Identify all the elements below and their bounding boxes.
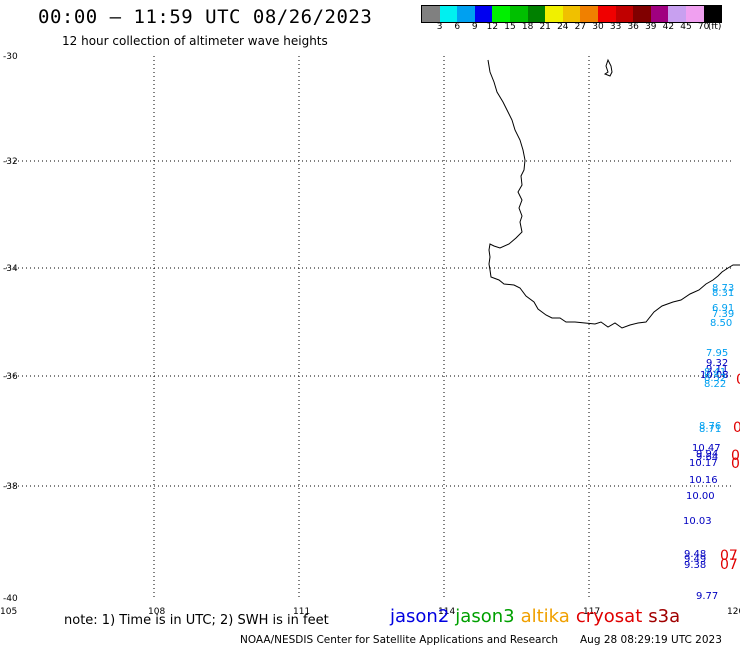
colorbar-label: 18 [521, 22, 534, 32]
wave-height-label: 9.32 [706, 358, 728, 369]
colorbar-swatch [615, 6, 634, 22]
colorbar-swatch [422, 6, 440, 22]
wave-height-label: 10.16 [689, 475, 718, 486]
colorbar-label: 3 [436, 22, 443, 32]
colorbar-labels: 3 6 9 12 15 18 21 24 27 30 33 36 39 42 45 70 (ft) [421, 22, 740, 34]
legend-altika: altika [520, 606, 570, 627]
latitude-tick-label: -34 [3, 264, 18, 274]
wave-height-label: 0 [731, 448, 740, 464]
wave-height-label: 6.91 [712, 303, 734, 314]
colorbar-label: 24 [557, 22, 569, 32]
wave-height-label: 9.11 [706, 364, 728, 375]
wave-height-label: 10.17 [689, 458, 718, 469]
map-title: 00:00 – 11:59 UTC 08/26/2023 [38, 6, 373, 28]
wave-height-label: 7.39 [712, 309, 734, 320]
colorbar-label: 70 [697, 22, 710, 32]
wave-height-label: 8.22 [704, 379, 726, 390]
colorbar-label: 39 [645, 22, 657, 32]
colorbar-label: 30 [592, 22, 604, 32]
colorbar-swatch [685, 6, 704, 22]
colorbar-swatch [439, 6, 458, 22]
wave-height-label: 0 [731, 456, 740, 472]
latitude-tick-label: -40 [3, 594, 18, 604]
wave-height-label: 10.00 [686, 491, 715, 502]
latitude-tick-label: -38 [3, 482, 18, 492]
wave-height-label: 07 [720, 548, 738, 564]
colorbar-swatch [597, 6, 616, 22]
longitude-tick-label: 117 [583, 607, 600, 617]
island [603, 58, 613, 77]
wave-height-label: 8.71 [699, 424, 721, 435]
colorbar-label: 45 [680, 22, 692, 32]
colorbar [421, 5, 723, 23]
wave-height-label: 10.08 [700, 370, 729, 381]
latitude-tick-label: -36 [3, 372, 18, 382]
wave-height-label: 10.03 [683, 516, 712, 527]
wave-height-label: 8.31 [712, 288, 734, 299]
longitude-tick-label: 114 [438, 607, 455, 617]
latitude-tick-label: -32 [3, 157, 18, 167]
colorbar-label: 27 [574, 22, 587, 32]
colorbar-swatch [457, 6, 475, 22]
legend-cryosat: cryosat [575, 606, 643, 627]
map-subtitle: 12 hour collection of altimeter wave hei… [62, 34, 328, 48]
credit-line: NOAA/NESDIS Center for Satellite Applica… [240, 634, 558, 646]
wave-height-label: 9.94 [696, 449, 718, 460]
colorbar-swatch [562, 6, 581, 22]
colorbar-swatch [668, 6, 686, 22]
wave-height-label: 0 [736, 372, 740, 388]
colorbar-swatch [703, 6, 722, 22]
colorbar-swatch [474, 6, 493, 22]
colorbar-label: 42 [662, 22, 675, 32]
colorbar-swatch [509, 6, 528, 22]
axis-labels: 105 108 111 114 117 120 -30 -32 -34 -36 -38 -40 [0, 52, 740, 617]
legend-s3a: s3a [648, 606, 681, 627]
legend-jason3: jason3 [455, 606, 515, 627]
longitude-tick-label: 105 [0, 607, 17, 617]
colorbar-label: 12 [486, 22, 499, 32]
colorbar-swatch [492, 6, 510, 22]
colorbar-label: 36 [627, 22, 639, 32]
longitude-tick-label: 108 [148, 607, 165, 617]
longitude-tick-label: 120 [727, 607, 740, 617]
latitude-tick-label: -30 [3, 52, 18, 62]
colorbar-label: 15 [504, 22, 516, 32]
wave-height-label: 8.73 [712, 283, 734, 294]
wave-height-label: 8.52 [704, 373, 726, 384]
wave-height-label: 07 [720, 557, 738, 573]
wave-height-label: 8.50 [710, 318, 732, 329]
wave-height-label: 9.77 [696, 591, 718, 602]
colorbar-swatch [580, 6, 598, 22]
colorbar-label: 6 [454, 22, 461, 32]
colorbar-swatch [633, 6, 651, 22]
generation-timestamp: Aug 28 08:29:19 UTC 2023 [580, 634, 722, 646]
wave-observations: 8.738.316.917.398.507.959.329.118.4110.0… [683, 283, 740, 602]
wave-height-label: 9.48 [684, 549, 706, 560]
wave-height-label: 9.64 [696, 452, 718, 463]
wave-height-label: 9.49 [684, 554, 706, 565]
graticule [6, 56, 734, 598]
colorbar-swatch [527, 6, 546, 22]
colorbar-swatch [650, 6, 669, 22]
wave-height-label: 8.76 [699, 421, 721, 432]
coastline [487, 59, 740, 329]
wave-height-label: 8.41 [704, 367, 726, 378]
wave-height-label: 0 [733, 420, 740, 436]
longitude-tick-label: 111 [293, 607, 310, 617]
footnote: note: 1) Time is in UTC; 2) SWH is in fe… [64, 613, 329, 628]
wave-height-label: 9.38 [684, 560, 706, 571]
legend-jason2: jason2 [390, 606, 450, 627]
wave-height-label: 7.95 [706, 348, 728, 359]
wave-height-label: 10.47 [692, 443, 721, 454]
colorbar-label: (ft) [707, 22, 722, 32]
colorbar-label: 9 [471, 22, 478, 32]
satellite-legend: jason2 jason3 altika cryosat s3a [390, 606, 686, 627]
colorbar-label: 33 [609, 22, 622, 32]
colorbar-label: 21 [539, 22, 551, 32]
colorbar-swatch [545, 6, 563, 22]
